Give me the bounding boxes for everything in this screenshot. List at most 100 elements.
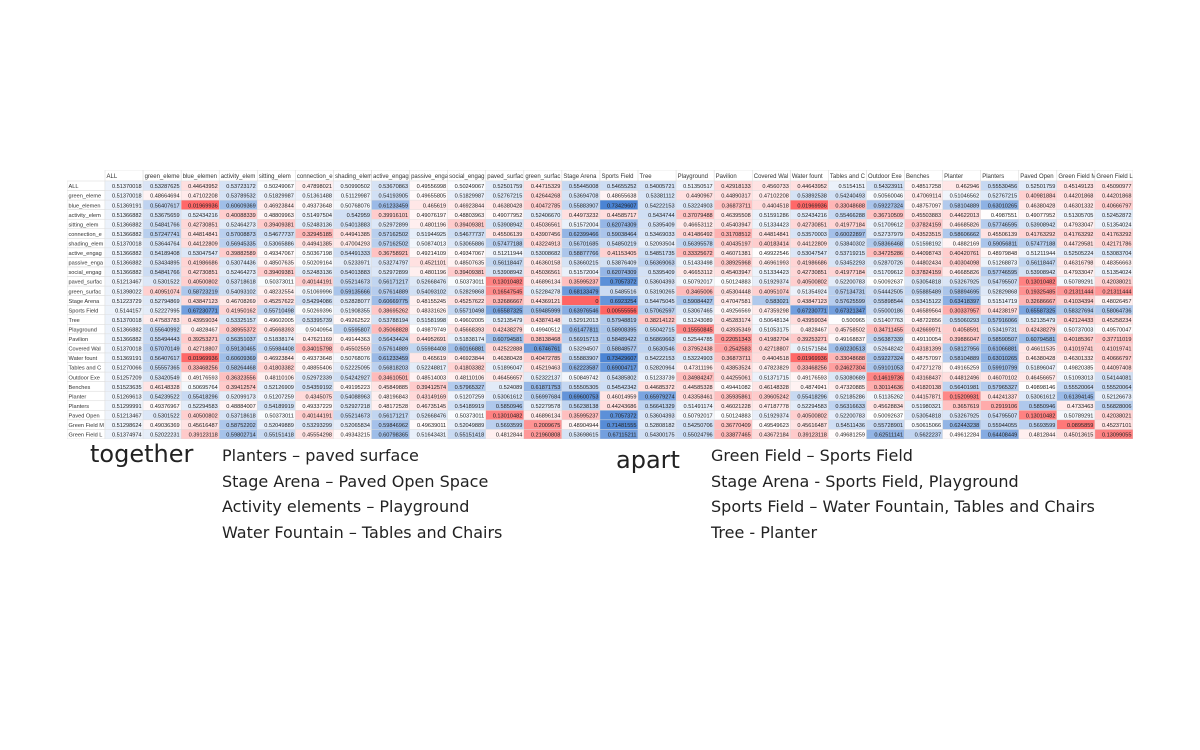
heatmap-cell-value: 0.41019741 <box>1102 347 1132 353</box>
heatmap-cell-value: 0.46380428 <box>493 203 523 209</box>
heatmap-cell-value: 0.53190265 <box>645 289 675 295</box>
heatmap-cell-value: 0.49176593 <box>797 375 827 381</box>
heatmap-cell-value: 0.53054818 <box>912 413 942 419</box>
heatmap-cell-value: 0.4828467 <box>191 327 217 333</box>
heatmap-cell-value: 0.35935861 <box>721 394 751 400</box>
heatmap-cell-value: 0.6746761 <box>534 347 560 353</box>
heatmap-cell-value: 0.53718618 <box>226 280 256 286</box>
heatmap-cell-value: 0.49556998 <box>417 184 447 190</box>
together-pair-item: Activity elements – Playground <box>222 497 470 516</box>
heatmap-cell-value: 0.53694708 <box>569 194 599 200</box>
heatmap-cell-value: 0.58489422 <box>607 337 637 343</box>
heatmap-cell-value: 0.52828077 <box>340 299 370 305</box>
heatmap-cell-value: 0.56915713 <box>569 337 599 343</box>
heatmap-cell-value: 0.51643431 <box>417 433 447 439</box>
heatmap-cell-value: 0.34610501 <box>379 375 409 381</box>
heatmap-cell-value: 0.65587325 <box>493 308 523 314</box>
heatmap-cell-value: 0.61394145 <box>1064 394 1094 400</box>
heatmap-cell-value: 0.45403947 <box>721 222 751 228</box>
heatmap-cell-value: 0.53381112 <box>646 194 675 200</box>
heatmap-cell-value: 0.50269396 <box>302 308 332 314</box>
heatmap-cell-value: 0.54851735 <box>645 251 675 257</box>
heatmap-cell-value: 0.54193905 <box>379 194 409 200</box>
heatmap-cell-value: 0.53294507 <box>569 347 599 353</box>
heatmap-cell-value: 0.49570047 <box>1102 327 1132 333</box>
heatmap-cell-value: 0.21311444 <box>1102 289 1131 295</box>
heatmap-cell-value: 0.55445008 <box>569 184 599 190</box>
heatmap-cell-value: 0.51223729 <box>112 299 142 305</box>
heatmap-cell-value: 0.50874013 <box>417 241 447 247</box>
heatmap-cell-value: 0.49262522 <box>340 318 370 324</box>
heatmap-cell-value: 0.00555556 <box>607 308 637 314</box>
heatmap-cell-value: 0.32686667 <box>1026 299 1056 305</box>
heatmap-cell-value: 0.51270066 <box>112 366 142 372</box>
heatmap-cell-value: 0.53325157 <box>226 318 256 324</box>
heatmap-cell-value: 0.52505224 <box>1064 251 1094 257</box>
heatmap-cell-value: 0.58752202 <box>226 423 256 429</box>
together-pairs-list: Planters – paved surface Stage Arena – P… <box>222 443 502 545</box>
heatmap-cell-value: 0.38695262 <box>379 308 409 314</box>
heatmap-cell-value: 0.55640992 <box>150 327 180 333</box>
heatmap-cell-value: 0.61233459 <box>379 203 409 209</box>
heatmap-cell-value: 0.52227995 <box>150 308 180 314</box>
heatmap-cell-value: 0.34984247 <box>683 375 713 381</box>
heatmap-cell-value: 0.55505305 <box>569 385 599 391</box>
heatmap-cell-value: 0.55984408 <box>264 347 294 353</box>
heatmap-cell-value: 0.44814841 <box>759 232 789 238</box>
heatmap-cell-value: 0.52829868 <box>988 289 1018 295</box>
heatmap-cell-value: 0.51366882 <box>112 270 142 276</box>
heatmap-cell-value: 0.49639011 <box>417 423 446 429</box>
heatmap-cell-value: 0.59802714 <box>226 433 256 439</box>
correlation-heatmap: ALL green_eleme blue_elemen activity_elem si… <box>67 170 1133 439</box>
heatmap-cell-value: 0.50373011 <box>265 413 294 419</box>
column-header-label: Water fount <box>792 174 823 180</box>
heatmap-cell-value: 0.55214673 <box>340 280 370 286</box>
column-header-label: connection_e <box>297 174 333 180</box>
heatmap-cell-value: 0.53723172 <box>226 184 256 190</box>
heatmap-cell-value: 0.51598192 <box>912 241 942 247</box>
heatmap-cell-value: 0.51354024 <box>1102 222 1132 228</box>
heatmap-cell-value: 0.55520064 <box>1102 385 1132 391</box>
heatmap-cell-value: 0.33048688 <box>835 203 865 209</box>
heatmap-cell-value: 0.46653112 <box>684 270 713 276</box>
heatmap-cell-value: 0.53395739 <box>302 318 332 324</box>
heatmap-cell-value: 0.50695764 <box>188 385 218 391</box>
heatmap-cell-value: 0.39916101 <box>379 213 409 219</box>
heatmap-cell-value: 0.42718807 <box>759 347 789 353</box>
heatmap-cell-value: 0.56118447 <box>1026 261 1055 267</box>
heatmap-cell-value: 0.52737979 <box>873 232 903 238</box>
apart-pairs-list: Green Field – Sports Field Stage Arena -… <box>711 443 1095 545</box>
heatmap-cell-value: 0.42730851 <box>188 222 218 228</box>
heatmap-cell-value: 0.51334423 <box>759 222 789 228</box>
heatmap-cell-value: 0.46148328 <box>150 385 180 391</box>
column-header-label: Paved Open <box>1020 174 1053 180</box>
heatmap-cell-value: 0.52668476 <box>417 280 447 286</box>
heatmap-cell-value: 0.39253271 <box>188 337 218 343</box>
heatmap-cell-value: 0.4345075 <box>305 394 331 400</box>
heatmap-cell-value: 0.47004293 <box>340 241 370 247</box>
heatmap-cell-value: 0.57477188 <box>493 241 523 247</box>
heatmap-cell-value: 0.500965 <box>842 318 865 324</box>
heatmap-cell-value: 0.41019741 <box>1064 347 1094 353</box>
row-header-label: Green Field L <box>69 433 103 439</box>
heatmap-cell-value: 0.38925968 <box>721 261 751 267</box>
heatmap-cell-value: 0.61477811 <box>569 327 598 333</box>
heatmap-cell-value: 0.42124433 <box>1064 318 1094 324</box>
heatmap-cell-value: 0.33325672 <box>683 251 713 257</box>
heatmap-cell-value: 0.55418296 <box>188 394 218 400</box>
heatmap-cell-value: 0.54442505 <box>873 289 903 295</box>
heatmap-cell-value: 0.64408449 <box>988 433 1018 439</box>
heatmap-cell-value: 0.50737003 <box>1064 327 1094 333</box>
heatmap-cell-value: 0.53419731 <box>988 327 1018 333</box>
heatmap-cell-value: 0.46653112 <box>684 222 713 228</box>
heatmap-cell-value: 0.56316633 <box>835 404 865 410</box>
heatmap-cell-value: 0.51268873 <box>988 261 1018 267</box>
heatmap-cell-value: 0.37952438 <box>683 347 713 353</box>
heatmap-cell-value: 0.54795507 <box>988 280 1018 286</box>
heatmap-cell-value: 0.58064736 <box>1102 308 1132 314</box>
heatmap-cell-value: 0.53840302 <box>835 241 865 247</box>
heatmap-cell-value: 0.51366882 <box>112 261 142 267</box>
heatmap-cell-value: 0.46685826 <box>950 270 980 276</box>
heatmap-cell-value: 0.6923254 <box>610 299 636 305</box>
row-header-label: green_eleme <box>69 194 102 200</box>
